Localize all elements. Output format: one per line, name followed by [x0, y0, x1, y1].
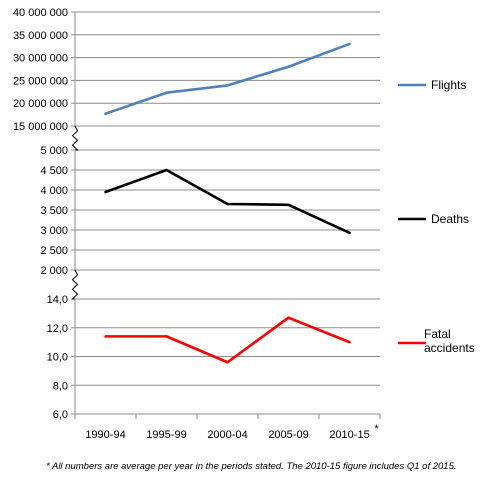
axis-break	[71, 269, 79, 300]
data-point	[165, 91, 168, 95]
y-tick-label: 2 000	[40, 265, 68, 277]
legend-label: Fatal	[424, 327, 451, 341]
y-tick-label: 15 000 000	[13, 121, 68, 133]
x-tick-label: 1995-99	[146, 429, 186, 441]
data-point	[226, 202, 229, 206]
x-tick-label: 2010-15	[329, 429, 369, 441]
x-tick-footnote-mark: *	[374, 423, 379, 435]
y-tick-label: 5 000	[40, 145, 68, 157]
y-tick-label: 8,0	[53, 380, 68, 392]
y-tick-label: 4 500	[40, 165, 68, 177]
series-lines	[104, 42, 351, 364]
x-tick-label: 2000-04	[207, 429, 247, 441]
y-tick-label: 6,0	[53, 409, 68, 421]
y-tick-label: 10,0	[47, 352, 68, 364]
legend-label: Flights	[431, 78, 466, 92]
y-tick-label: 14,0	[47, 294, 68, 306]
y-tick-label: 40 000 000	[13, 7, 68, 19]
y-tick-label: 3 000	[40, 225, 68, 237]
y-tick-label: 2 500	[40, 245, 68, 257]
data-point	[348, 231, 351, 235]
y-tick-label: 3 500	[40, 205, 68, 217]
y-tick-label: 12,0	[47, 323, 68, 335]
series-line-fatal-accidents	[105, 316, 350, 364]
data-point	[287, 316, 290, 319]
x-tick-labels: 1990-94 1995-99 2000-04 2005-09 2010-15 *	[85, 423, 379, 441]
x-tick-label: 2005-09	[268, 429, 308, 441]
gridlines	[71, 11, 380, 415]
data-point	[226, 84, 229, 87]
footnote: * All numbers are average per year in th…	[46, 461, 457, 472]
y-tick-label: 30 000 000	[13, 53, 68, 65]
data-point	[104, 190, 107, 194]
data-point	[165, 168, 168, 172]
axis-break	[71, 125, 79, 151]
x-tick-label: 1990-94	[85, 429, 125, 441]
y-tick-label: 35 000 000	[13, 30, 68, 42]
y-tick-label: 20 000 000	[13, 98, 68, 110]
legend-label: accidents	[424, 341, 475, 355]
y-tick-label: 25 000 000	[13, 75, 68, 87]
axes	[71, 12, 381, 419]
series-line-deaths	[105, 168, 351, 234]
data-point	[104, 112, 107, 115]
data-point	[287, 203, 290, 207]
data-point	[287, 65, 290, 69]
y-tick-label: 4 000	[40, 185, 68, 197]
legend-label: Deaths	[431, 212, 469, 226]
data-point	[165, 335, 168, 338]
data-point	[104, 335, 107, 338]
y-tick-labels: 15 000 000 20 000 000 25 000 000 30 000 000…	[13, 7, 68, 421]
data-point	[348, 340, 351, 344]
data-point	[348, 42, 351, 46]
data-point	[226, 360, 229, 364]
